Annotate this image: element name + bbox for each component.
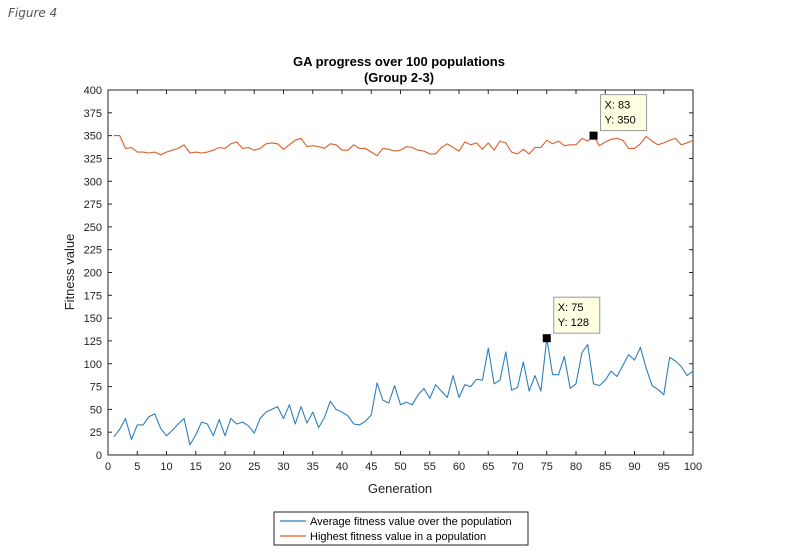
data-tip-box (600, 94, 648, 132)
x-tick-label: 30 (277, 461, 289, 473)
y-tick-label: 325 (84, 153, 102, 165)
x-tick-label: 55 (424, 461, 436, 473)
y-tick-label: 150 (84, 313, 102, 325)
y-tick-label: 250 (84, 222, 102, 234)
x-tick-label: 95 (658, 461, 670, 473)
x-tick-label: 0 (105, 461, 111, 473)
y-tick-label: 50 (90, 404, 102, 416)
x-tick-label: 10 (160, 461, 172, 473)
series-line-average (113, 337, 694, 446)
x-tick-label: 45 (365, 461, 377, 473)
y-tick-label: 75 (90, 382, 102, 394)
y-tick-label: 25 (90, 427, 102, 439)
x-tick-label: 85 (599, 461, 611, 473)
data-tip-x: X: 75 (558, 302, 584, 314)
y-tick-label: 200 (84, 268, 102, 280)
x-axis-label: Generation (368, 481, 432, 496)
data-tip-y: Y: 350 (605, 115, 636, 127)
y-tick-label: 300 (84, 176, 102, 188)
x-tick-label: 65 (482, 461, 494, 473)
x-tick-label: 20 (219, 461, 231, 473)
chart-subtitle: (Group 2-3) (364, 70, 434, 85)
x-tick-label: 70 (511, 461, 523, 473)
y-tick-label: 350 (84, 131, 102, 143)
x-tick-label: 75 (541, 461, 553, 473)
y-tick-label: 0 (96, 450, 102, 462)
data-tip-y: Y: 128 (558, 317, 589, 329)
y-tick-label: 375 (84, 108, 102, 120)
plot-area (107, 89, 694, 456)
x-tick-label: 90 (628, 461, 640, 473)
y-tick-label: 125 (84, 336, 102, 348)
y-tick-label: 400 (84, 85, 102, 97)
y-axis-label: Fitness value (62, 234, 77, 311)
x-tick-label: 25 (248, 461, 260, 473)
series-line-highest (113, 135, 694, 157)
legend-label-highest: Highest fitness value in a population (310, 531, 486, 543)
data-tip-box (553, 296, 601, 334)
y-tick-label: 175 (84, 290, 102, 302)
data-tip-marker[interactable] (542, 334, 551, 343)
x-tick-label: 100 (684, 461, 702, 473)
data-tips: X: 83 Y: 350 X: 75 Y: 128 (542, 94, 648, 343)
x-tick-label: 35 (307, 461, 319, 473)
y-tick-label: 100 (84, 359, 102, 371)
legend-box (273, 511, 529, 546)
x-tick-label: 5 (134, 461, 140, 473)
x-tick-label: 50 (394, 461, 406, 473)
data-tip-x: X: 83 (605, 100, 631, 112)
chart-title: GA progress over 100 populations (293, 54, 505, 69)
legend-label-average: Average fitness value over the populatio… (310, 516, 512, 528)
series-lines (113, 135, 694, 446)
y-tick-label: 225 (84, 245, 102, 257)
data-tip-marker[interactable] (589, 131, 598, 140)
x-tick-label: 40 (336, 461, 348, 473)
y-tick-label: 275 (84, 199, 102, 211)
x-tick-label: 15 (190, 461, 202, 473)
figure-label: Figure 4 (8, 6, 58, 20)
axis-ticks: 0 5 10 15 20 25 30 35 40 45 50 55 60 65 70 75 80 85 90 95 10… (84, 85, 703, 473)
x-tick-label: 60 (453, 461, 465, 473)
x-tick-label: 80 (570, 461, 582, 473)
legend: Average fitness value over the populatio… (273, 511, 529, 546)
